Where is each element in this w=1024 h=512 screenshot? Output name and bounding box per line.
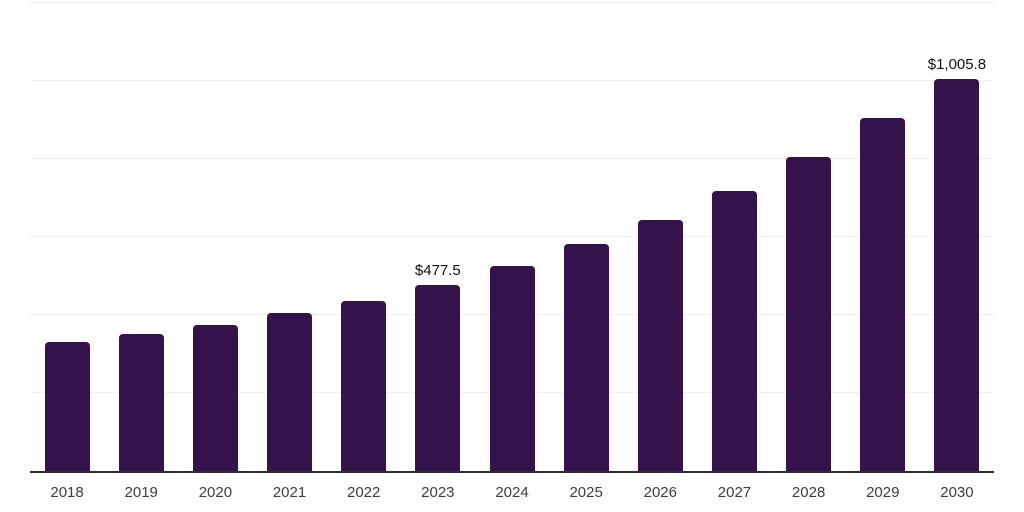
x-tick-label-2018: 2018 (50, 484, 84, 501)
x-tick-label-2030: 2030 (940, 484, 974, 501)
x-tick-label-2023: 2023 (421, 484, 455, 501)
bar-2026[interactable] (637, 220, 683, 471)
x-axis-tick-labels: 2018 2019 2020 2021 2022 2023 2024 2025 2026 2027… (30, 485, 994, 505)
x-tick-label-2025: 2025 (569, 484, 603, 501)
gridline-1000 (30, 80, 994, 81)
bar-2030[interactable] (934, 78, 980, 471)
x-tick-label-2026: 2026 (643, 484, 677, 501)
x-tick-label-2024: 2024 (495, 484, 529, 501)
bar-2023[interactable] (415, 284, 461, 471)
x-tick-label-2022: 2022 (347, 484, 381, 501)
x-tick-label-2021: 2021 (272, 484, 307, 501)
bar-2027[interactable] (711, 190, 757, 471)
x-tick-label-2028: 2028 (791, 484, 826, 501)
gridline-600 (30, 236, 994, 237)
gridline-1200 (30, 2, 994, 3)
x-tick-label-2019: 2019 (124, 484, 158, 501)
bar-2029[interactable] (860, 118, 906, 471)
x-tick-label-2020: 2020 (198, 484, 233, 501)
plot-area: $477.5 $1,005.8 (30, 2, 994, 473)
bar-2028[interactable] (786, 157, 832, 471)
bar-2024[interactable] (489, 266, 535, 471)
bar-value-label-2030: $1,005.8 (927, 55, 987, 73)
bar-2025[interactable] (563, 243, 609, 471)
bar-2018[interactable] (44, 341, 90, 471)
x-tick-label-2027: 2027 (717, 484, 752, 501)
bar-value-label-2023: $477.5 (414, 261, 461, 279)
x-axis-line (30, 471, 994, 473)
bar-2020[interactable] (192, 324, 238, 471)
bar-2022[interactable] (341, 300, 387, 471)
x-tick-label-2029: 2029 (866, 484, 900, 501)
bar-2019[interactable] (118, 334, 164, 471)
bar-2021[interactable] (267, 313, 313, 471)
gridline-800 (30, 158, 994, 159)
